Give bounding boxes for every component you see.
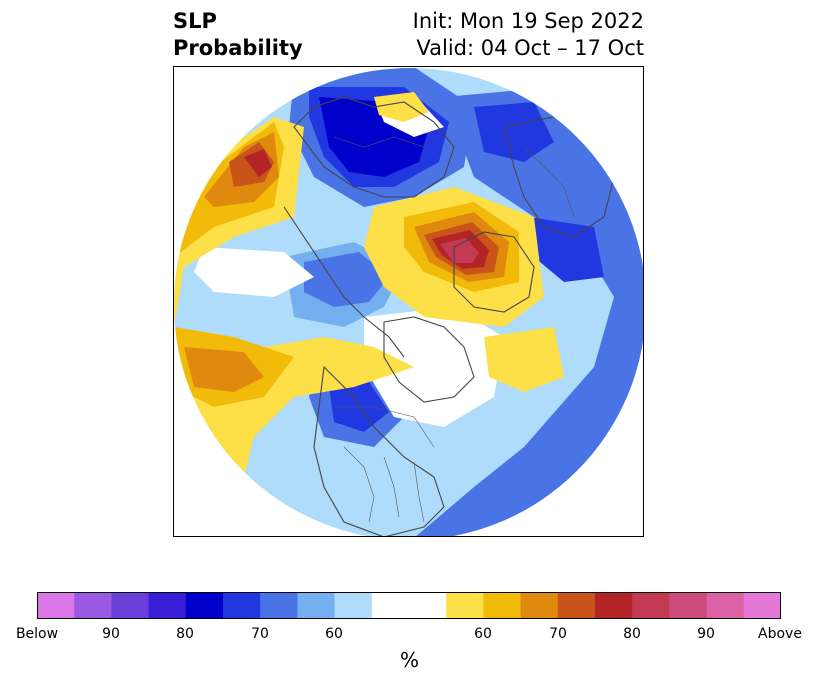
- warm-region-midpac-inner: [184, 347, 264, 392]
- neutral-arctic: [364, 307, 504, 427]
- tick-below: Below: [15, 626, 59, 642]
- init-date: Init: Mon 19 Sep 2022: [412, 9, 644, 33]
- neutral-pacific: [194, 247, 314, 297]
- blue-region-siberia: [529, 217, 604, 282]
- colorbar-segment: [260, 592, 298, 619]
- greenland-coast: [383, 316, 475, 403]
- warm-region-pacific-core2: [244, 149, 272, 177]
- colorbar-segment: [185, 592, 224, 619]
- colorbar-segment: [632, 592, 670, 619]
- tick-above-80: 80: [623, 626, 641, 642]
- colorbar-segment: [595, 592, 633, 619]
- map-title: SLP Probability: [173, 8, 303, 62]
- russia-border: [333, 136, 425, 148]
- tick-below-90: 90: [102, 626, 120, 642]
- us-state-borders-central: [383, 456, 400, 518]
- colorbar-segment: [371, 592, 447, 619]
- colorbar-segment: [557, 592, 596, 619]
- country-borders: [333, 136, 575, 523]
- colorbar-segment: [74, 592, 112, 619]
- forecast-dates: Init: Mon 19 Sep 2022 Valid: 04 Oct – 17…: [413, 8, 644, 62]
- neutral-contours: [194, 95, 504, 427]
- colorbar-segment: [297, 592, 336, 619]
- tick-below-60: 60: [325, 626, 343, 642]
- us-canada-border: [334, 406, 435, 448]
- eurasia-north-coast: [293, 96, 455, 198]
- tick-above-90: 90: [697, 626, 715, 642]
- coastlines: [283, 96, 615, 536]
- colorbar-segment: [706, 592, 745, 619]
- colorbar-segment: [111, 592, 150, 619]
- colorbar-segment: [743, 592, 781, 619]
- tick-below-70: 70: [251, 626, 269, 642]
- arctic-russia-coast: [453, 231, 535, 313]
- warm-region-north-small: [374, 92, 429, 122]
- colorbar-ticks: Below 90 80 70 60 60 70 80 90 Above: [0, 626, 819, 646]
- warm-region-atlantic: [484, 327, 564, 392]
- tick-above-70: 70: [549, 626, 567, 642]
- colorbar-segment: [483, 592, 522, 619]
- europe-coast: [283, 206, 405, 358]
- north-america-coast: [313, 365, 445, 536]
- tick-below-80: 80: [176, 626, 194, 642]
- tick-above: Above: [758, 626, 802, 642]
- title-variable-type: Probability: [173, 36, 303, 60]
- us-state-borders-east: [413, 461, 425, 523]
- colorbar: [37, 592, 781, 619]
- map-panel: [173, 66, 644, 537]
- title-variable: SLP: [173, 9, 217, 33]
- colorbar-segment: [334, 592, 373, 619]
- asia-borders: [523, 146, 575, 218]
- colorbar-segment: [520, 592, 559, 619]
- colorbar-segment: [223, 592, 261, 619]
- probability-map: [174, 68, 643, 536]
- blue-region-west-inner: [304, 252, 389, 307]
- blue-region-east: [414, 87, 643, 536]
- above-normal-contours: [174, 92, 564, 477]
- colorbar-segment: [669, 592, 708, 619]
- tick-above-60: 60: [474, 626, 492, 642]
- us-state-borders-west: [343, 446, 375, 523]
- colorbar-segment: [37, 592, 75, 619]
- valid-range: Valid: 04 Oct – 17 Oct: [416, 36, 644, 60]
- colorbar-unit-label: %: [399, 648, 419, 672]
- colorbar-border: [37, 592, 781, 619]
- blue-region-northeast: [474, 102, 554, 162]
- colorbar-segment: [446, 592, 484, 619]
- colorbar-segment: [148, 592, 187, 619]
- warm-region-arctic-core: [440, 238, 479, 263]
